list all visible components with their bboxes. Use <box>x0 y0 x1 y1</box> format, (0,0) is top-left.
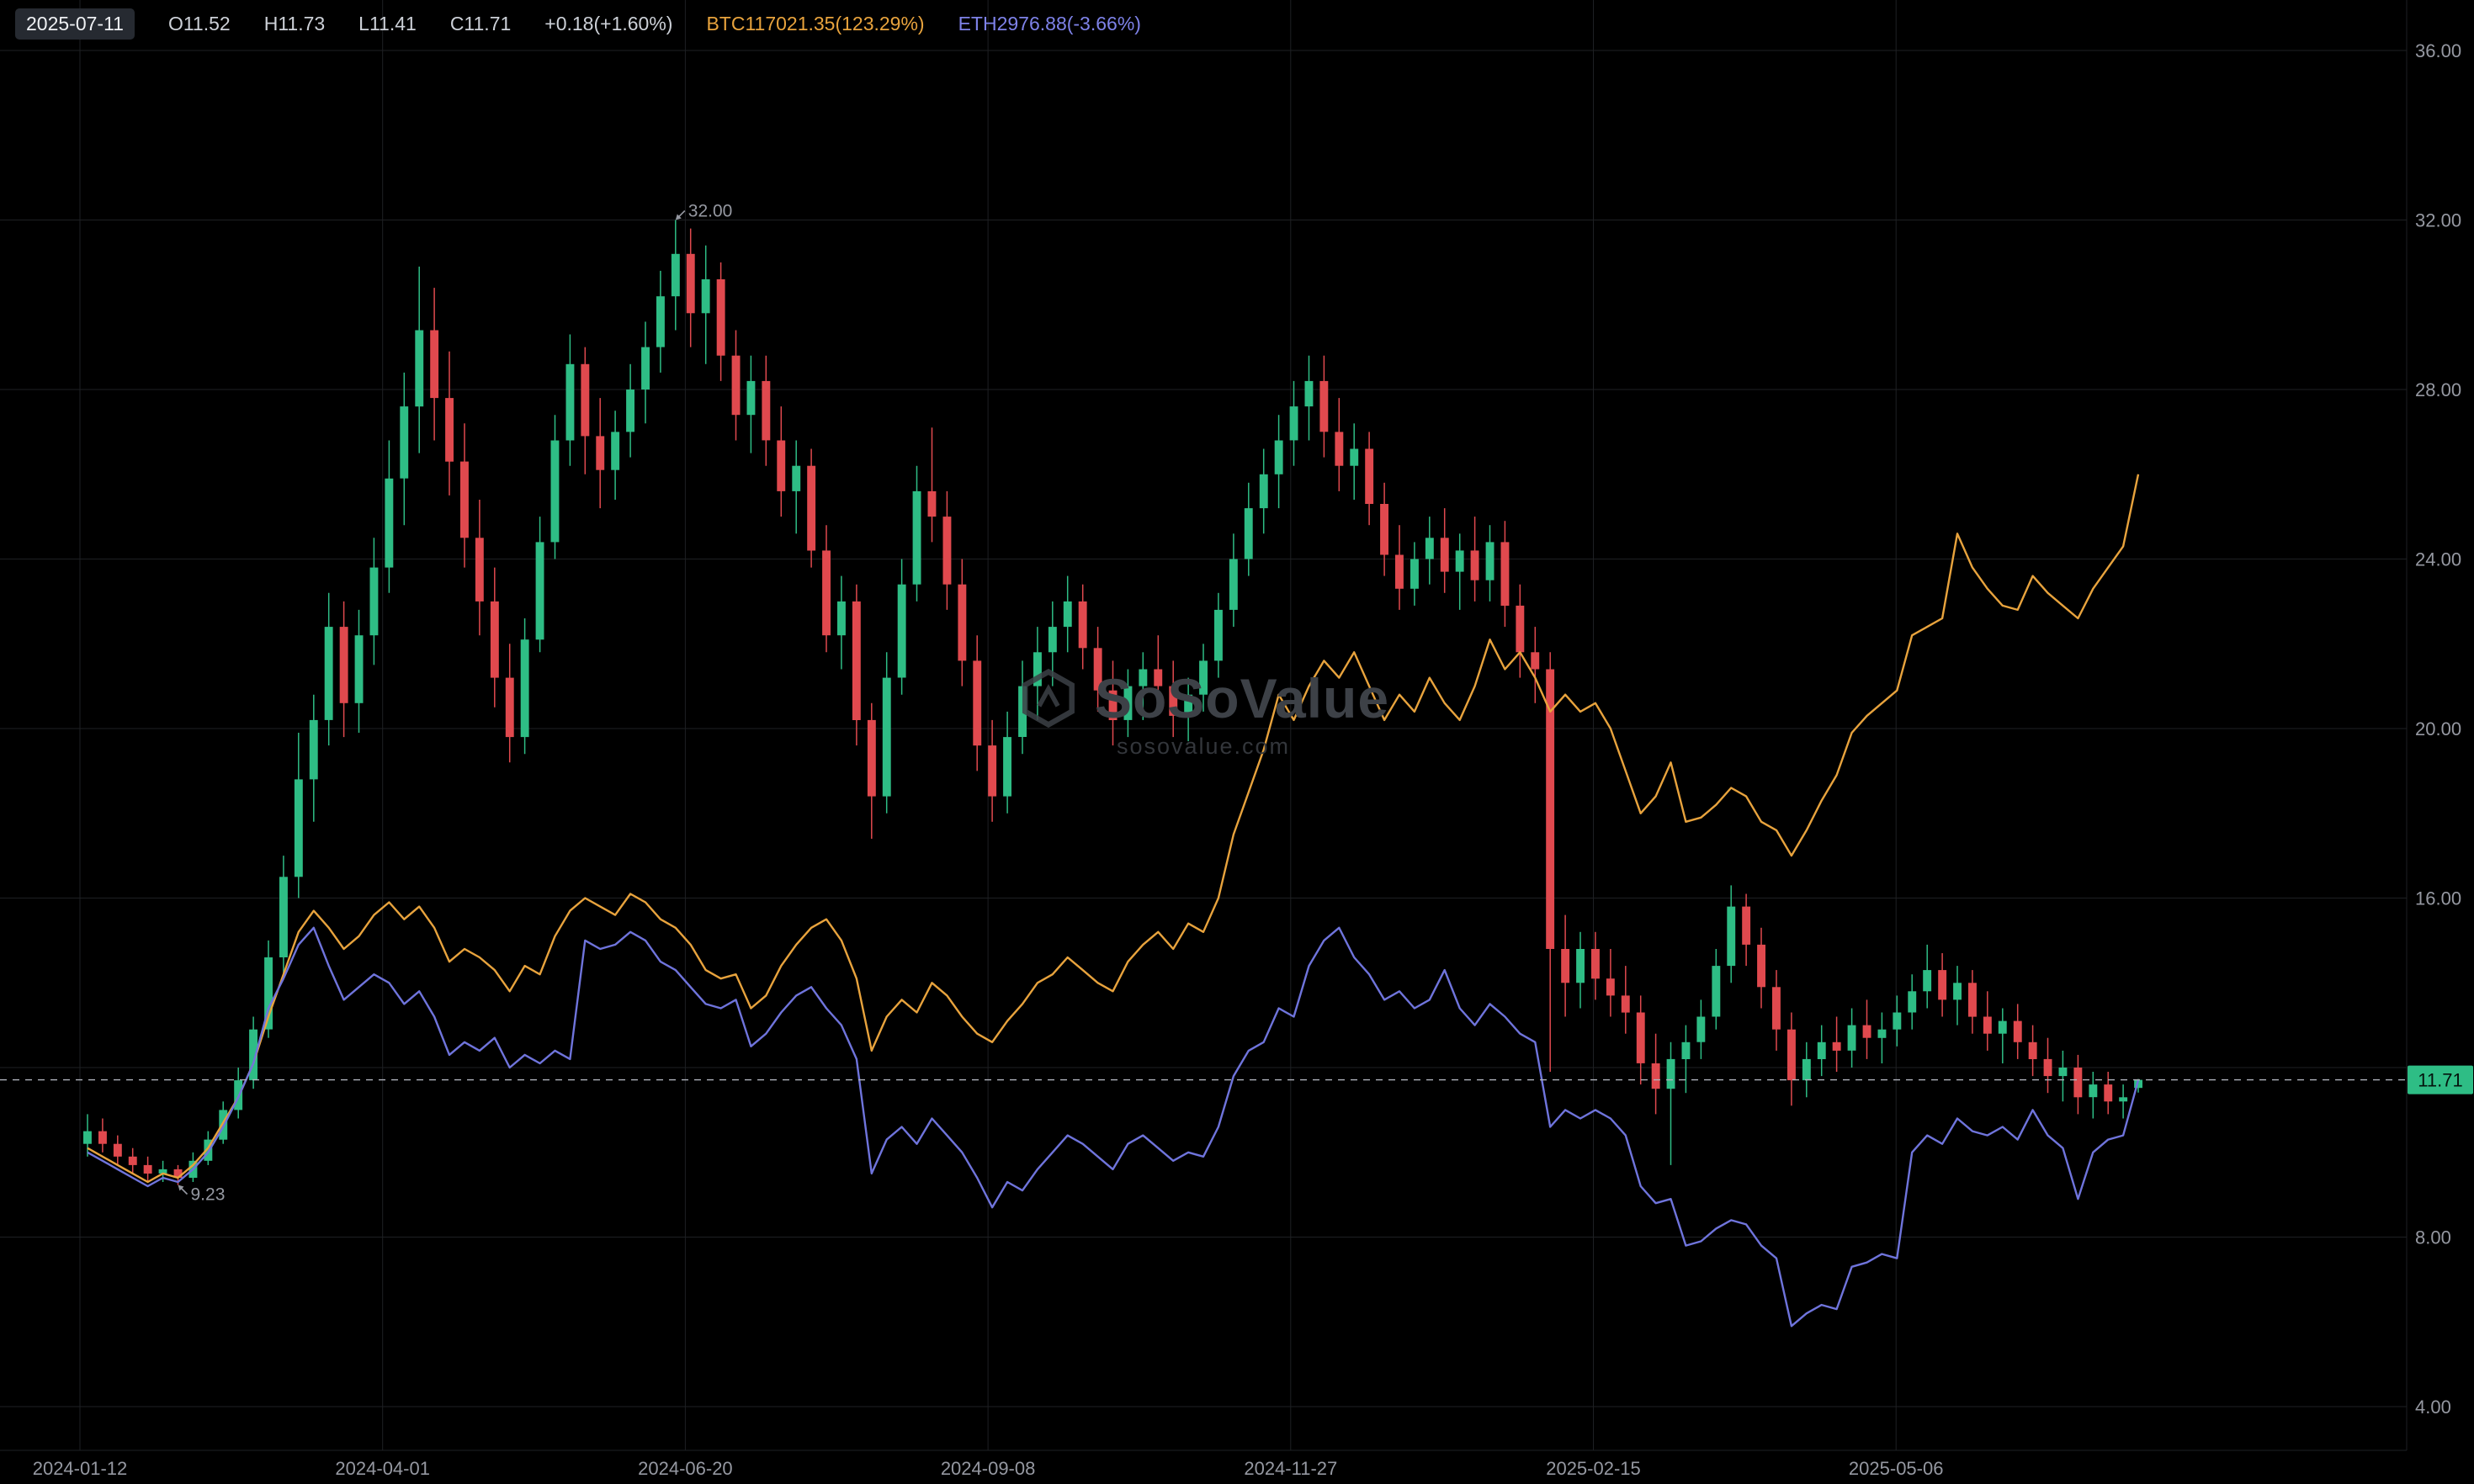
low-value: L11.41 <box>358 12 417 34</box>
btc-line <box>87 474 2140 1184</box>
svg-text:36.00: 36.00 <box>2415 40 2461 61</box>
svg-text:2024-09-08: 2024-09-08 <box>941 1458 1036 1479</box>
svg-text:4.00: 4.00 <box>2415 1397 2451 1418</box>
svg-text:2024-04-01: 2024-04-01 <box>335 1458 430 1479</box>
price-axis-background <box>2407 0 2474 1484</box>
svg-text:2025-02-15: 2025-02-15 <box>1546 1458 1641 1479</box>
btc-legend[interactable]: BTC117021.35(123.29%) <box>706 12 925 34</box>
svg-text:2024-01-12: 2024-01-12 <box>33 1458 128 1479</box>
price-annotation: 32.00 <box>675 202 733 221</box>
open-value: O11.52 <box>167 12 231 34</box>
svg-text:24.00: 24.00 <box>2415 549 2461 570</box>
svg-text:32.00: 32.00 <box>2415 210 2461 231</box>
svg-text:28.00: 28.00 <box>2415 379 2461 400</box>
price-annotation: 9.23 <box>178 1185 226 1205</box>
svg-text:8.00: 8.00 <box>2415 1227 2451 1248</box>
gridlines <box>0 0 2407 1450</box>
svg-text:9.23: 9.23 <box>191 1185 226 1205</box>
high-value: H11.73 <box>263 12 326 34</box>
ohlc-legend-bar: 2025-07-11 O11.52 H11.73 L11.41 C11.71 +… <box>0 0 1141 47</box>
svg-text:2025-05-06: 2025-05-06 <box>1849 1458 1944 1479</box>
time-axis-background <box>0 1450 2474 1484</box>
current-price-badge: 11.71 <box>2408 1065 2473 1094</box>
svg-text:20.00: 20.00 <box>2415 718 2461 739</box>
eth-legend[interactable]: ETH2976.88(-3.66%) <box>958 12 1141 34</box>
date-label: 2025-07-11 <box>15 8 135 40</box>
svg-text:2024-06-20: 2024-06-20 <box>638 1458 733 1479</box>
price-axis[interactable]: 36.00 32.00 28.00 24.00 20.00 16.00 8.00 4.00 <box>2415 40 2461 1418</box>
close-value: C11.71 <box>449 12 512 34</box>
candlestick-series <box>83 220 2142 1185</box>
eth-line <box>87 926 2140 1328</box>
time-axis[interactable]: 2024-01-12 2024-04-01 2024-06-20 2024-09-08… <box>33 1458 1944 1479</box>
svg-text:11.71: 11.71 <box>2418 1070 2462 1091</box>
change-value: +0.18(+1.60%) <box>544 12 673 34</box>
svg-text:32.00: 32.00 <box>688 202 733 221</box>
svg-text:2024-11-27: 2024-11-27 <box>1244 1458 1337 1479</box>
svg-text:16.00: 16.00 <box>2415 888 2461 909</box>
